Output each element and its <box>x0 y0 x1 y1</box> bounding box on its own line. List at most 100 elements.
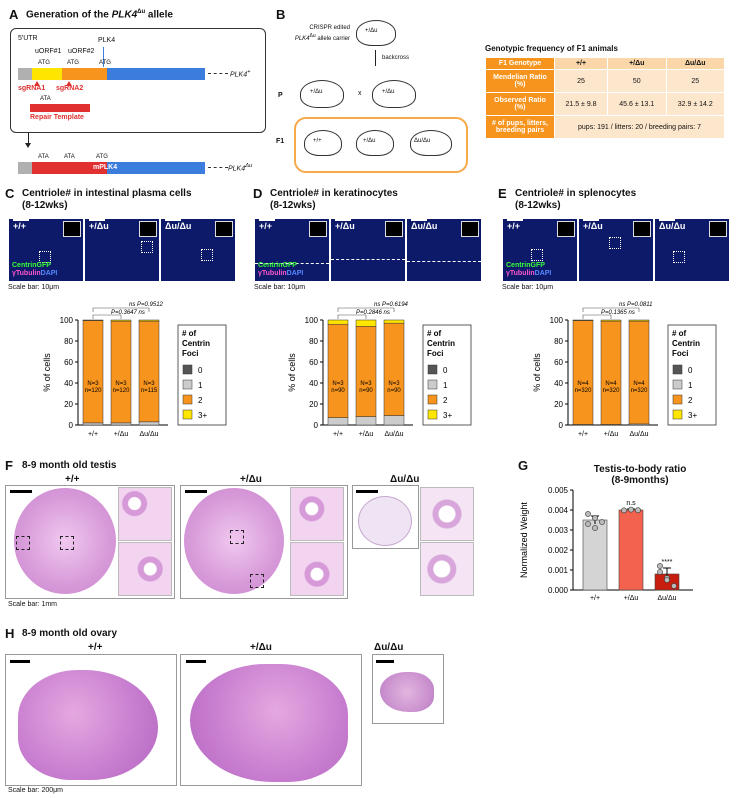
y-axis-label: % of cells <box>287 353 297 392</box>
count-n-label: N=3 <box>115 381 127 387</box>
bar-segment <box>110 422 132 426</box>
stain-gtubulin-dapi: γTubulinDAPI <box>258 270 304 277</box>
stain-centringfp: CentrinGFP <box>506 262 545 269</box>
ovary-het <box>190 664 348 782</box>
micro-roi <box>609 237 621 249</box>
plk4-label: PLK4 <box>98 37 116 44</box>
h-frame-2 <box>180 654 362 786</box>
panel-d-letter: D <box>253 186 263 201</box>
table-header-cell: F1 Genotype <box>485 57 555 70</box>
legend-swatch <box>182 364 193 375</box>
bar-segment <box>327 417 349 426</box>
data-point <box>664 577 670 583</box>
legend-title: Foci <box>182 349 198 358</box>
y-tick-label: 40 <box>309 379 318 388</box>
scale-bar <box>185 490 207 493</box>
p-value-label: ns P=0.6194 <box>374 302 409 308</box>
roi-box <box>250 574 264 588</box>
testis-hom-zoom-2 <box>420 542 474 596</box>
micro-inset <box>309 221 327 237</box>
genotype-table-title: Genotypic frequency of F1 animals <box>485 44 618 53</box>
panel-g-title: Testis-to-body ratio (8-9months) <box>593 464 687 486</box>
y-tick-label: 60 <box>64 358 73 367</box>
x-tick-label: Δu/Δu <box>384 431 403 438</box>
legend-swatch <box>672 394 683 405</box>
legend-title: Centrin <box>182 339 210 348</box>
count-n-label: N=4 <box>633 381 645 387</box>
y-tick-label: 80 <box>64 337 73 346</box>
count-n-label: N=3 <box>388 381 400 387</box>
table-cell: 45.6 ± 13.1 <box>607 92 667 116</box>
bar-segment <box>355 319 377 327</box>
p-mouse-1-geno: +/Δu <box>310 89 323 95</box>
chart-g: 0.000 0.001 0.002 0.003 0.004 0.005 Normalized… <box>519 486 693 602</box>
scale-bar <box>259 219 275 221</box>
data-point <box>585 521 591 527</box>
panel-c-letter: C <box>5 186 15 201</box>
table-header-cell: Δu/Δu <box>665 57 725 70</box>
h-frame-1 <box>5 654 177 786</box>
bar-segment <box>572 320 594 425</box>
bar-segment <box>138 319 160 322</box>
micrograph-e-1: +/+ <box>502 218 578 282</box>
sgrna2-arrow <box>66 81 72 86</box>
mut-ata-a: ATA <box>38 154 49 160</box>
panel-d-title: Centriole# in keratinocytes (8-12wks) <box>270 188 398 211</box>
table-cell: # of pups, litters, breeding pairs <box>485 115 555 139</box>
roi-box <box>16 536 30 550</box>
micrograph-d-2: +/Δu <box>330 218 406 282</box>
legend-label: 2 <box>198 396 203 405</box>
p-value-label: P=0.3647 ns <box>111 310 145 316</box>
panel-h-geno-3: Δu/Δu <box>374 642 404 653</box>
f1-mouse-1-geno: +/+ <box>313 138 322 144</box>
f1-mouse-3 <box>410 130 452 156</box>
count-n-label: N=4 <box>577 381 589 387</box>
micro-genotype: Δu/Δu <box>165 221 192 231</box>
h-frame-3 <box>372 654 444 724</box>
sig-bracket-outer <box>582 307 640 312</box>
x-tick-label: +/Δu <box>604 431 619 438</box>
repair-template-label: Repair Template <box>30 114 84 121</box>
atg2-label: ATG <box>67 60 79 66</box>
legend-label: 2 <box>688 396 693 405</box>
y-tick-label: 20 <box>309 400 318 409</box>
bar-segment <box>355 326 377 417</box>
micrograph-e-2: +/Δu <box>578 218 654 282</box>
y-tick-label: 60 <box>309 358 318 367</box>
p-mouse-1 <box>300 80 344 108</box>
legend-swatch <box>427 409 438 420</box>
p-value-label: P=0.1365 ns <box>601 310 635 316</box>
p-value-label: ns P=0.0811 <box>619 302 652 308</box>
micro-inset <box>709 221 727 237</box>
legend-swatch <box>427 379 438 390</box>
panel-g-letter: G <box>518 458 529 473</box>
legend-title: # of <box>427 329 442 338</box>
ovary-wt <box>18 670 158 780</box>
y-tick-label: 100 <box>550 316 564 325</box>
scale-bar <box>376 660 394 663</box>
sig-bracket-inner <box>582 314 612 319</box>
p-label: P <box>278 92 283 99</box>
data-point <box>621 507 627 514</box>
data-point <box>592 515 598 521</box>
bar-segment <box>327 319 349 325</box>
carrier-genotype: +/Δu <box>365 28 378 34</box>
count-sample-label: n=115 <box>141 388 158 394</box>
utr-label: 5'UTR <box>18 35 38 42</box>
sig-bracket-outer <box>337 307 395 312</box>
scale-bar <box>165 219 181 221</box>
p-cross-x: x <box>358 90 362 97</box>
table-row: # of pups, litters, breeding pairs pups:… <box>485 115 725 139</box>
roi-box <box>60 536 74 550</box>
data-point <box>657 569 663 575</box>
count-sample-label: n=120 <box>85 388 103 394</box>
legend-label: 0 <box>198 366 203 375</box>
a-down-arrow <box>28 133 29 145</box>
stain-centringfp: CentrinGFP <box>258 262 297 269</box>
testis-wt <box>14 488 116 594</box>
uorf1-label: uORF#1 <box>35 48 62 55</box>
micro-roi <box>201 249 213 261</box>
micro-genotype: +/Δu <box>583 221 603 231</box>
table-cell: Mendelian Ratio (%) <box>485 69 555 93</box>
table-cell: 25 <box>665 69 725 93</box>
